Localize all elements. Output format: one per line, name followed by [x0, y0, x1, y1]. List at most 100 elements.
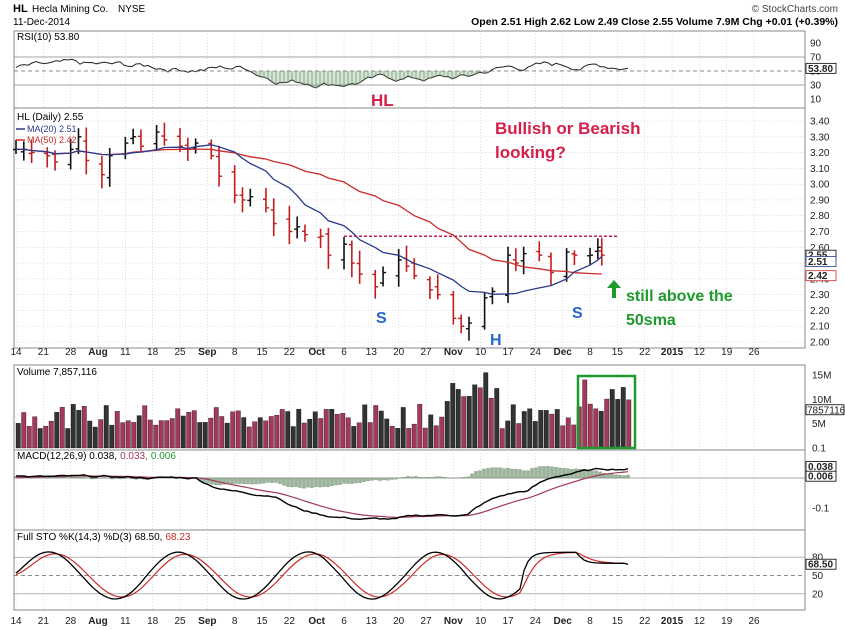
macd-histogram-bar [250, 477, 254, 485]
rsi-line [15, 58, 629, 89]
volume-bar [620, 387, 626, 449]
macd-histogram-bar [506, 468, 510, 479]
price-value-box [805, 256, 837, 267]
x-tick-label: 8 [587, 616, 593, 627]
macd-histogram-bar [286, 477, 290, 487]
volume-tick-label: 15M [812, 371, 831, 382]
volume-bar [609, 389, 615, 449]
volume-bar [422, 427, 428, 449]
macd-histogram-bar [278, 477, 282, 484]
volume-tick-label: 5M [812, 419, 826, 430]
rsi-legend: RSI(10) 53.80 [17, 32, 80, 43]
price-tick-label: 2.10 [810, 322, 830, 333]
x-tick-label: Sep [198, 347, 216, 358]
price-value-box [805, 270, 837, 282]
macd-histogram-bar [594, 470, 598, 479]
volume-highlight-box [576, 374, 637, 450]
volume-tick-label: 10M [812, 395, 831, 406]
ma20-legend: MA(20) 2.51 [27, 124, 77, 134]
above-annotation-2: 50sma [626, 312, 676, 329]
rsi-value-label: 53.80 [808, 64, 833, 75]
x-tick-label: 27 [420, 347, 432, 358]
x-tick-label: 17 [502, 347, 514, 358]
x-tick-label: Oct [308, 347, 325, 358]
macd-histogram-bar [114, 477, 118, 479]
volume-bar [175, 408, 181, 449]
macd-histogram-bar [206, 477, 210, 484]
x-tick-label: 19 [721, 616, 733, 627]
volume-bar [532, 421, 538, 449]
company-name: Hecla Mining Co. [32, 4, 108, 15]
volume-bar [301, 422, 307, 449]
x-tick-label: 22 [639, 347, 651, 358]
x-tick-label: 8 [232, 347, 238, 358]
x-tick-label: Aug [88, 347, 107, 358]
macd-line [16, 467, 629, 521]
volume-bar [450, 383, 456, 449]
macd-histogram-bar [414, 476, 418, 479]
sto-value-box [805, 558, 837, 570]
volume-bar [98, 419, 104, 449]
x-tick-label: Sep [198, 616, 216, 627]
volume-bar [70, 404, 76, 449]
x-tick-label: 18 [147, 347, 159, 358]
macd-histogram-bar [122, 477, 126, 479]
volume-bar [21, 412, 27, 449]
head-label: H [490, 332, 502, 349]
macd-histogram-bar [622, 475, 626, 479]
x-tick-label: 21 [38, 347, 50, 358]
volume-bar [65, 428, 71, 449]
macd-histogram-bar [430, 477, 434, 479]
x-tick-label: 28 [65, 616, 77, 627]
macd-histogram-bar [310, 477, 314, 488]
macd-histogram-bar [554, 467, 558, 479]
x-tick-label: 8 [587, 347, 593, 358]
x-tick-label: 21 [38, 616, 50, 627]
x-tick-label: 6 [341, 616, 347, 627]
volume-bar [582, 379, 588, 449]
price-tick-label: 3.40 [810, 117, 830, 128]
macd-histogram-bar [582, 468, 586, 479]
macd-histogram-bar [314, 477, 318, 487]
volume-bar [180, 415, 186, 449]
sto-tick-label: 20 [812, 589, 824, 600]
macd-histogram-bar [358, 477, 362, 483]
macd-histogram-bar [290, 477, 294, 488]
volume-bar [516, 423, 522, 449]
macd-histogram-bar [586, 470, 590, 479]
macd-histogram-bar [406, 476, 410, 479]
volume-bar [37, 428, 43, 449]
volume-bar [241, 417, 247, 449]
price-tick-label: 3.30 [810, 132, 830, 143]
macd-tick-label: 0.1 [812, 444, 826, 455]
macd-histogram-bar [282, 477, 286, 486]
sto-legend: Full STO %K(14,3) %D(3) 68.50, 68.23 [17, 532, 191, 543]
macd-histogram-bar [542, 466, 546, 479]
macd-histogram-bar [346, 477, 350, 484]
volume-bar [48, 420, 54, 449]
macd-histogram-bar [294, 477, 298, 487]
stochastic-panel [14, 551, 805, 600]
macd-histogram-bar [390, 477, 394, 480]
volume-bar [461, 396, 467, 449]
x-tick-label: 6 [341, 347, 347, 358]
macd-histogram-bar [470, 473, 474, 479]
x-tick-label: 14 [10, 347, 22, 358]
volume-bar [257, 417, 263, 449]
x-tick-label: Oct [308, 616, 325, 627]
macd-legend: MACD(12,26,9) 0.038, 0.033, 0.006 [17, 451, 176, 462]
macd-histogram-bar [422, 477, 426, 479]
volume-bar [191, 410, 197, 449]
x-tick-label: 27 [420, 616, 432, 627]
macd-histogram-bar [262, 477, 266, 484]
macd-histogram-bar [70, 477, 74, 479]
volume-bar [92, 426, 98, 449]
macd-histogram-bar [42, 477, 46, 479]
x-tick-label: Nov [444, 347, 463, 358]
macd-histogram-bar [258, 477, 262, 484]
macd-histogram-bar [366, 477, 370, 482]
price-panel [13, 122, 618, 341]
macd-histogram-bar [510, 468, 514, 479]
macd-histogram-bar [302, 477, 306, 489]
rsi-tick-label: 10 [810, 95, 822, 106]
